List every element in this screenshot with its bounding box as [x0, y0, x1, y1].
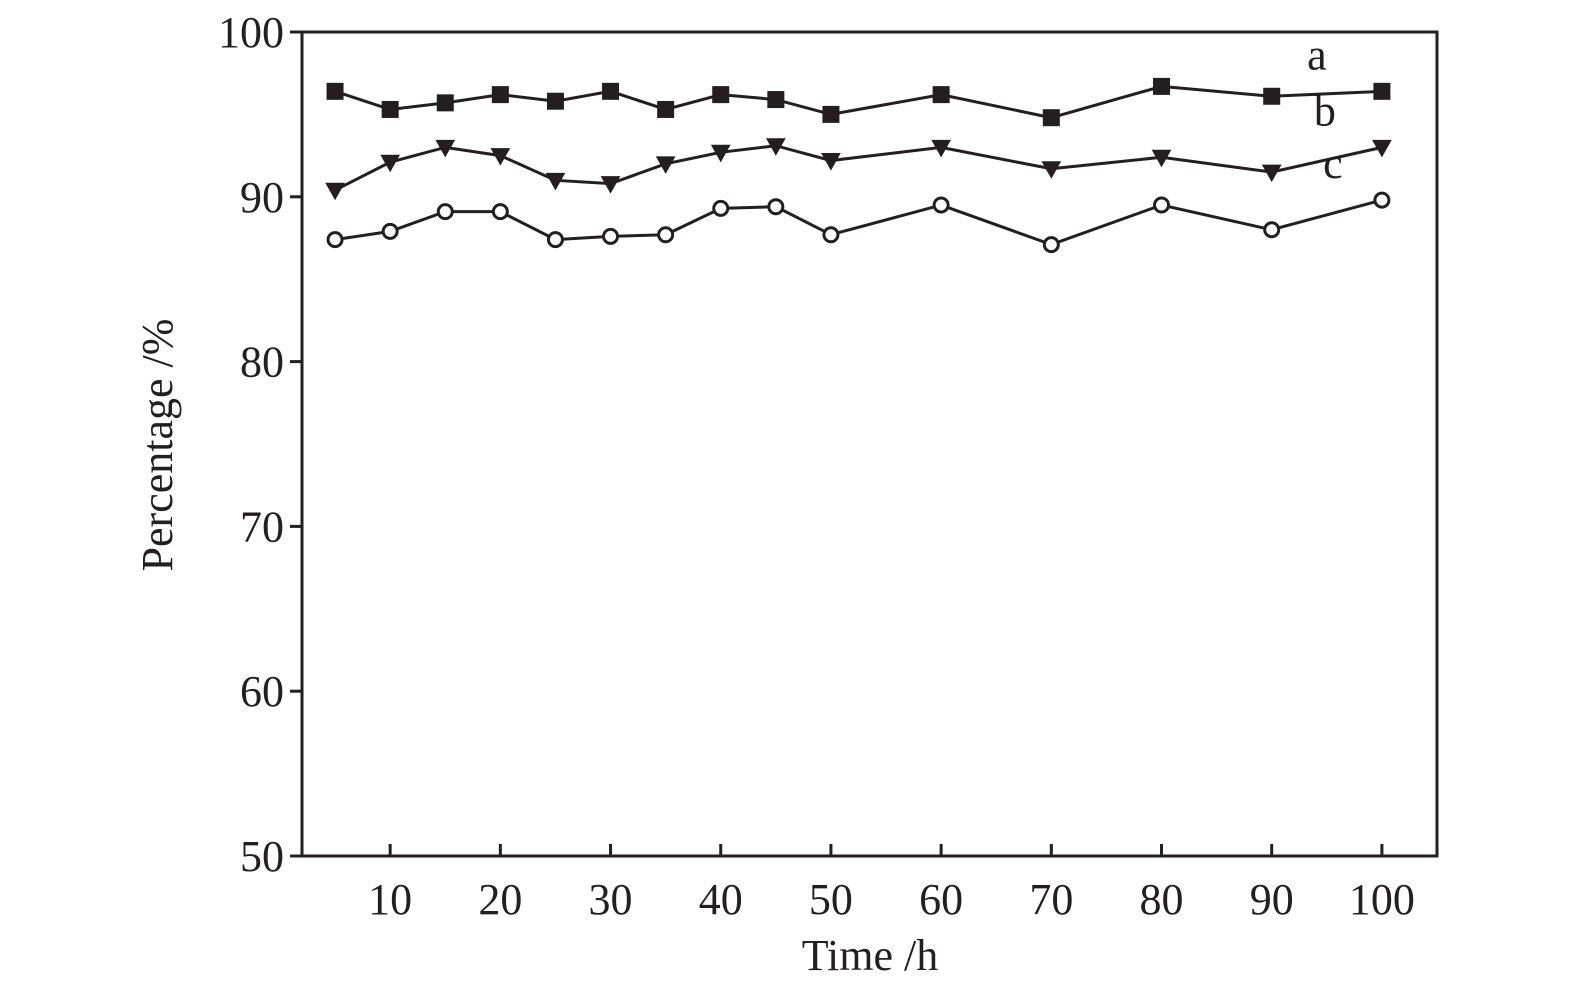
marker [491, 203, 509, 221]
marker [657, 100, 675, 118]
marker [435, 139, 456, 158]
y-axis-title: Percentage /% [133, 319, 182, 572]
marker [1263, 87, 1281, 105]
series-line [334, 198, 1383, 247]
marker [600, 176, 621, 194]
x-tick-label: 70 [1029, 875, 1073, 924]
marker [1041, 161, 1062, 179]
marker [767, 91, 785, 109]
marker [1151, 149, 1172, 168]
marker [1153, 77, 1171, 95]
marker [1153, 196, 1171, 214]
marker [712, 86, 730, 104]
marker [380, 154, 401, 173]
y-tick-label: 80 [240, 338, 284, 387]
x-tick-label: 30 [589, 875, 633, 924]
y-tick-label: 100 [218, 8, 284, 57]
y-tick-label: 50 [240, 832, 284, 881]
x-tick-label: 10 [368, 875, 412, 924]
marker [325, 182, 345, 201]
marker [710, 144, 731, 163]
x-tick-label: 80 [1140, 875, 1184, 924]
marker [436, 94, 454, 112]
marker [932, 196, 950, 214]
x-tick-label: 40 [699, 875, 743, 924]
marker [822, 226, 840, 244]
marker [326, 231, 344, 249]
marker [546, 231, 564, 249]
marker [932, 86, 950, 104]
x-tick-label: 60 [919, 875, 963, 924]
x-axis-title: Time /h [802, 931, 939, 980]
series-line [334, 144, 1383, 192]
marker [767, 198, 785, 216]
plot-frame [300, 30, 1439, 858]
marker [765, 138, 786, 156]
x-tick-label: 90 [1250, 875, 1294, 924]
x-tick-label: 20 [478, 875, 522, 924]
marker [822, 105, 840, 123]
y-tick-label: 70 [240, 502, 284, 551]
y-tick-label: 60 [240, 667, 284, 716]
marker [436, 203, 454, 221]
marker [655, 156, 676, 174]
marker [491, 86, 509, 104]
marker [1042, 109, 1060, 127]
marker [602, 227, 620, 245]
marker [712, 199, 730, 217]
marker [1372, 139, 1392, 158]
marker [381, 222, 399, 240]
marker [545, 172, 566, 191]
x-tick-label: 50 [809, 875, 853, 924]
marker [326, 82, 344, 100]
marker [602, 82, 620, 100]
marker [381, 100, 399, 118]
marker [546, 92, 564, 110]
y-tick-label: 90 [240, 173, 284, 222]
marker [1042, 236, 1060, 254]
series-label: c [1323, 139, 1343, 188]
marker [1263, 221, 1281, 239]
marker [1373, 82, 1391, 100]
marker [1261, 164, 1282, 183]
marker [821, 153, 841, 171]
x-tick-label: 100 [1349, 875, 1415, 924]
series-label: a [1307, 30, 1327, 79]
marker [1373, 191, 1391, 209]
series-label: b [1314, 86, 1336, 135]
marker [931, 139, 951, 158]
marker [657, 226, 675, 244]
marker [490, 148, 511, 166]
